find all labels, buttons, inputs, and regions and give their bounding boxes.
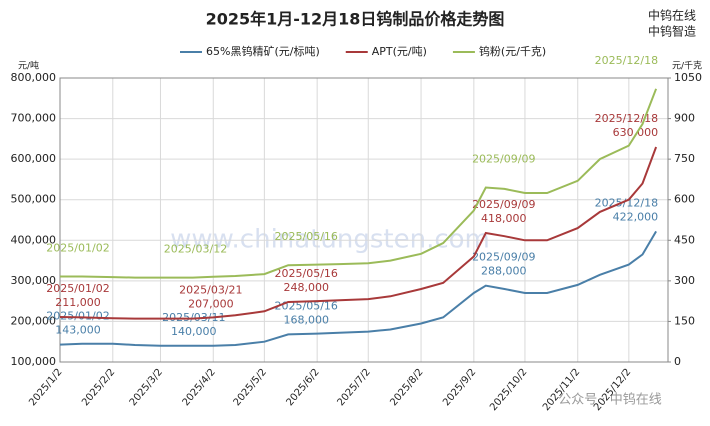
series-line [59,230,657,347]
y2-tick-label: 1050 [674,71,702,84]
series-line [60,88,658,279]
value-label: 143,000 [55,324,101,337]
value-label: 211,000 [55,296,101,309]
chart-title: 2025年1月-12月18日钨制品价格走势图 [206,10,505,29]
y-tick-label: 300,000 [11,274,57,287]
x-tick-label: 2025/6/2 [284,367,321,408]
date-label: 2025/12/18 [595,196,658,209]
date-label: 2025/12/18 [595,112,658,125]
x-tick-label: 2025/2/2 [80,367,117,408]
legend-label: 钨粉(元/千克) [479,45,546,58]
date-label: 2025/03/12 [164,243,227,256]
watermark: 公众号 · 中钨在线 [558,392,661,408]
value-label: 422,000 [613,210,659,223]
value-label: 140,000 [171,325,217,338]
date-label: 2025/01/02 [46,242,109,255]
watermark: 中钨智造 [648,24,696,39]
y-tick-label: 700,000 [11,112,57,125]
y2-axis-label: 元/千克 [672,61,702,72]
y2-tick-label: 150 [674,314,695,327]
x-tick-label: 2025/1/2 [27,367,64,408]
legend-label: 65%黑钨精矿(元/标吨) [206,44,320,58]
date-label: 2025/05/16 [275,230,338,243]
y-axis-label: 元/吨 [18,60,39,72]
value-label: 168,000 [283,313,329,326]
legend-label: APT(元/吨) [372,45,427,58]
x-tick-label: 2025/3/2 [128,367,165,408]
y2-tick-label: 750 [674,152,695,165]
x-tick-label: 2025/5/2 [232,367,269,408]
date-label: 2025/03/11 [162,311,225,324]
value-label: 630,000 [613,126,659,139]
date-label: 2025/09/09 [472,251,535,264]
x-tick-label: 2025/9/2 [441,367,478,408]
date-label: 2025/05/16 [275,267,338,280]
x-tick-label: 2025/10/2 [488,367,529,413]
date-label: 2025/01/02 [46,310,109,323]
value-label: 207,000 [188,298,234,311]
value-label: 418,000 [481,212,527,225]
y-tick-label: 600,000 [11,152,57,165]
y-tick-label: 800,000 [11,71,57,84]
value-label: 288,000 [481,265,527,278]
x-tick-label: 2025/4/2 [181,367,218,408]
watermark: 中钨在线 [648,8,696,23]
date-label: 2025/09/09 [472,198,535,211]
y-tick-label: 100,000 [11,355,57,368]
x-tick-label: 2025/8/2 [388,367,425,408]
y2-tick-label: 600 [674,193,695,206]
y-tick-label: 400,000 [11,233,57,246]
date-label: 2025/09/09 [472,153,535,166]
watermark: www.chinatungsten.com [170,225,490,255]
date-label: 2025/01/02 [46,282,109,295]
y-tick-label: 200,000 [11,314,57,327]
y2-tick-label: 300 [674,274,695,287]
y2-tick-label: 0 [674,355,681,368]
y-tick-label: 500,000 [11,193,57,206]
date-label: 2025/03/21 [179,284,242,297]
y2-tick-label: 900 [674,112,695,125]
date-label: 2025/12/18 [595,54,658,67]
x-tick-label: 2025/7/2 [336,367,373,408]
value-label: 248,000 [283,281,329,294]
series-line [59,146,658,320]
plot-frame [59,77,669,363]
y2-tick-label: 450 [674,233,695,246]
